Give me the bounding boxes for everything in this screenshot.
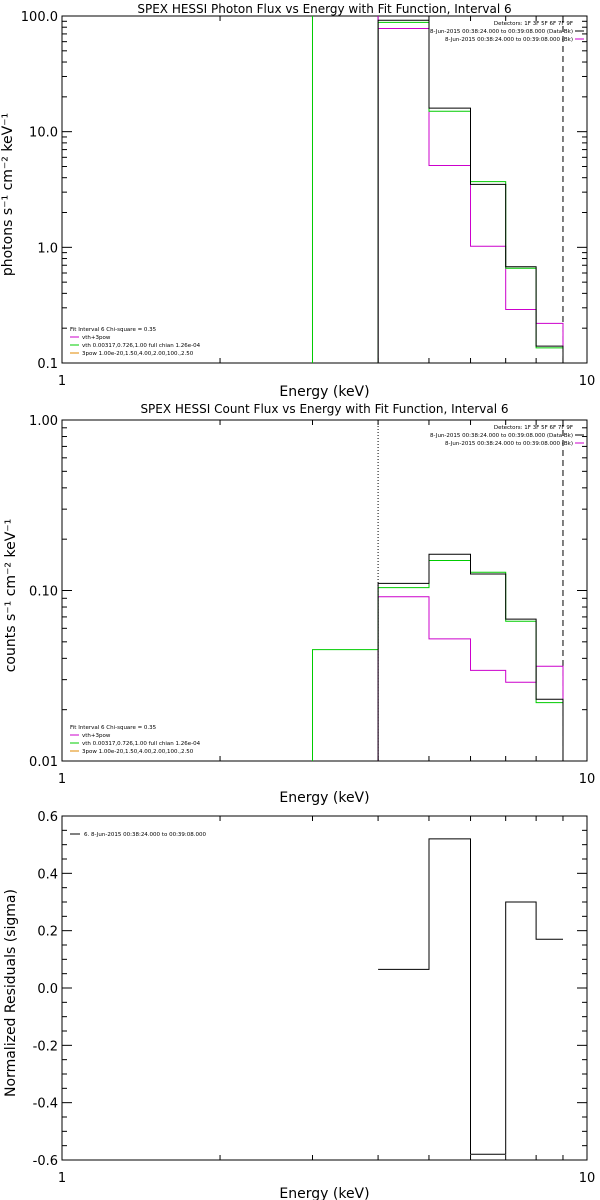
series-data-bk	[377, 553, 564, 761]
x-tick-label: 1	[58, 374, 66, 389]
legend-left-entry: 3pow 1.00e-20,1.50,4.00,2.00,100.,2.50	[82, 351, 194, 357]
chart-title: SPEX HESSI Count Flux vs Energy with Fit…	[140, 402, 508, 416]
y-tick-label: 1.0	[37, 241, 58, 256]
legend-right-entry: Detectors: 1F 3F 5F 6F 7F 9F	[494, 21, 573, 27]
legend-left-entry: vth+3pow	[82, 335, 111, 341]
x-tick-label: 1	[58, 1171, 66, 1186]
panel-1: SPEX HESSI Photon Flux vs Energy with Fi…	[0, 2, 595, 400]
y-tick-label: 0.4	[37, 867, 58, 882]
x-tick-label: 10	[579, 374, 596, 389]
legend-left-entry: 3pow 1.00e-20,1.50,4.00,2.00,100.,2.50	[82, 749, 194, 755]
y-tick-label: 0.01	[29, 755, 58, 770]
y-tick-label: 0.10	[29, 585, 58, 600]
x-axis-label: Energy (keV)	[279, 790, 369, 806]
series-residuals	[378, 838, 563, 1155]
x-tick-label: 10	[579, 1171, 596, 1186]
y-axis-label: photons s⁻¹ cm⁻² keV⁻¹	[0, 113, 16, 276]
series-vth-3pow	[312, 560, 564, 761]
y-tick-label: 1.00	[29, 414, 58, 429]
legend-left-entry: Fit Interval 6 Chi-square = 0.35	[70, 327, 157, 333]
y-tick-label: 0.1	[37, 357, 58, 372]
legend-right-entry: 8-Jun-2015 00:38:24.000 to 00:39:08.000 …	[445, 37, 573, 43]
series-vth-3pow	[377, 21, 564, 363]
x-tick-label: 1	[58, 772, 66, 787]
y-tick-label: -0.6	[33, 1154, 58, 1169]
x-axis-label: Energy (keV)	[279, 384, 369, 400]
plot-frame	[61, 815, 588, 1161]
x-axis-label: Energy (keV)	[279, 1186, 369, 1200]
series-data-bk	[377, 19, 564, 363]
y-axis-label: counts s⁻¹ cm⁻² keV⁻¹	[3, 519, 19, 673]
panel-2: SPEX HESSI Count Flux vs Energy with Fit…	[3, 402, 595, 806]
y-axis-label: Normalized Residuals (sigma)	[3, 889, 19, 1097]
legend-left-entry: vth+3pow	[82, 733, 111, 739]
series-bk	[377, 28, 564, 363]
y-tick-label: 0.6	[37, 810, 58, 825]
chart-title: SPEX HESSI Photon Flux vs Energy with Fi…	[137, 2, 511, 16]
legend-right-entry: 8-Jun-2015 00:38:24.000 to 00:39:08.000 …	[445, 441, 573, 447]
y-tick-label: 0.2	[37, 925, 58, 940]
legend-right-entry: Detectors: 1F 3F 5F 6F 7F 9F	[494, 425, 573, 431]
plot-frame	[61, 15, 588, 364]
legend-left-entry: 6. 8-Jun-2015 00:38:24.000 to 00:39:08.0…	[84, 832, 207, 838]
y-tick-label: -0.4	[33, 1097, 58, 1112]
y-tick-label: -0.2	[33, 1039, 58, 1054]
legend-left-entry: Fit Interval 6 Chi-square = 0.35	[70, 725, 157, 731]
plot-frame	[61, 419, 588, 762]
y-tick-label: 100.0	[21, 10, 58, 25]
legend-right-entry: 8-Jun-2015 00:38:24.000 to 00:39:08.000 …	[430, 29, 573, 35]
y-tick-label: 10.0	[29, 126, 58, 141]
legend-left-entry: vth 0.00317,0.726,1.00 full chian 1.26e-…	[82, 343, 201, 349]
legend-right-entry: 8-Jun-2015 00:38:24.000 to 00:39:08.000 …	[430, 433, 573, 439]
legend-left-entry: vth 0.00317,0.726,1.00 full chian 1.26e-…	[82, 741, 201, 747]
x-tick-label: 10	[579, 772, 596, 787]
panel-3: 1 10 -0.6 -0.4 -0.2 0.0 0.2 0.4 0.6 Energy (keV) N…	[3, 810, 595, 1200]
series-bk	[377, 596, 564, 761]
y-tick-label: 0.0	[37, 982, 58, 997]
